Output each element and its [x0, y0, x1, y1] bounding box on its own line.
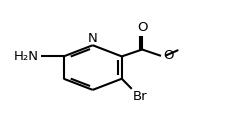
- Text: O: O: [137, 21, 147, 34]
- Text: Br: Br: [133, 90, 147, 103]
- Text: O: O: [163, 49, 173, 62]
- Text: N: N: [88, 32, 98, 45]
- Text: H₂N: H₂N: [14, 50, 39, 63]
